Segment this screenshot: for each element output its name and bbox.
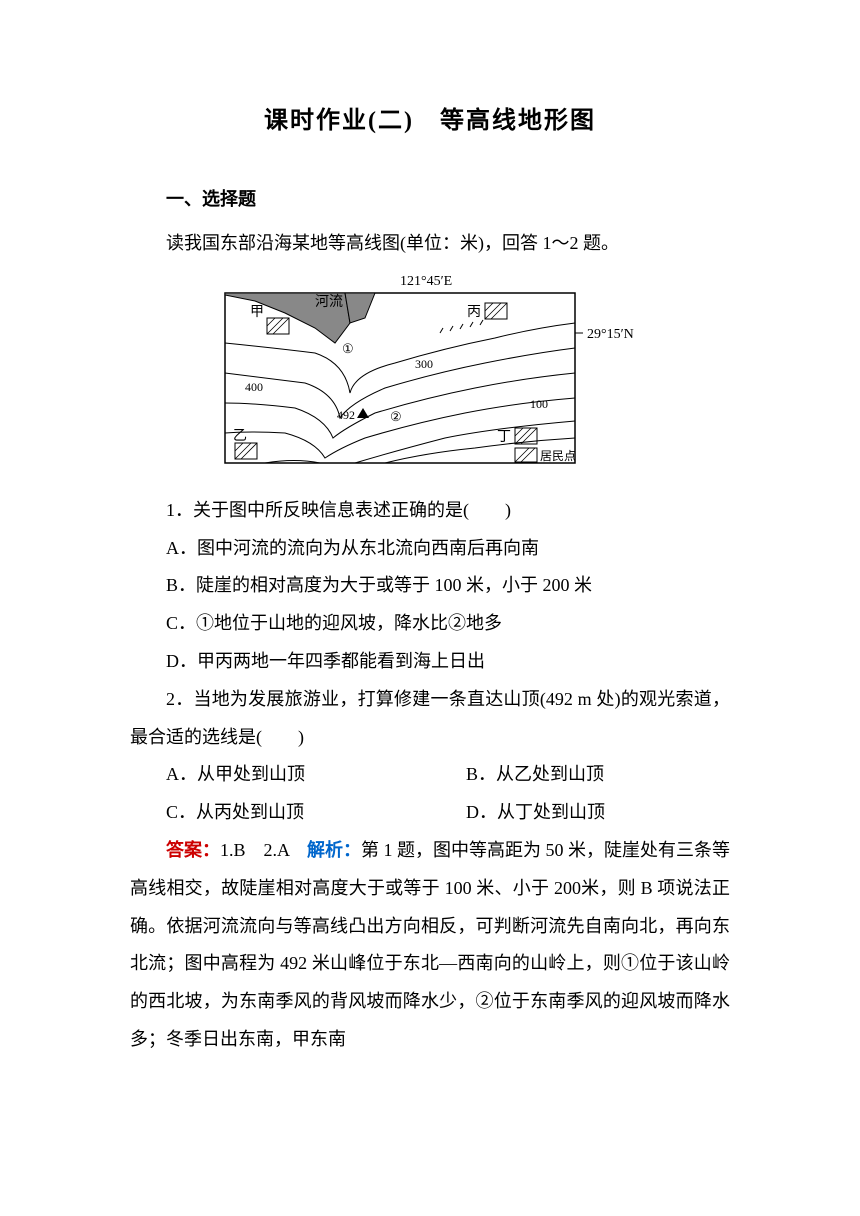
contour-400: 400 [245,380,263,394]
latitude-label: 29°15′N [587,327,634,342]
q1-opt-a: A．图中河流的流向为从东北流向西南后再向南 [130,530,730,568]
q1-opt-b: B．陡崖的相对高度为大于或等于 100 米，小于 200 米 [130,567,730,605]
contour-map-svg: 121°45′E 29°15′N 河流 甲 丙 乙 丁 492 ① ② 400 … [215,273,645,473]
contour-map-figure: 121°45′E 29°15′N 河流 甲 丙 乙 丁 492 ① ② 400 … [130,273,730,478]
answer-text: 1.B 2.A [220,840,307,860]
q2-opt-b: B．从乙处到山顶 [430,756,730,794]
answer-label: 答案： [166,840,220,860]
legend-label: 居民点 [540,449,576,463]
bing-label: 丙 [467,305,481,320]
intro-text: 读我国东部沿海某地等高线图(单位：米)，回答 1～2 题。 [130,225,730,263]
q2-stem: 2．当地为发展旅游业，打算修建一条直达山顶(492 m 处)的观光索道，最合适的… [130,681,730,757]
contour-100: 100 [530,397,548,411]
q1-opt-d: D．甲丙两地一年四季都能看到海上日出 [130,643,730,681]
legend-box [515,448,537,462]
mark2-label: ② [390,409,402,424]
q1-opt-c: C．①地位于山地的迎风坡，降水比②地多 [130,605,730,643]
analysis-label: 解析： [307,840,361,860]
settlement-yi [235,443,257,459]
jia-label: 甲 [250,305,264,320]
river-label: 河流 [315,294,343,310]
answer-block: 答案：1.B 2.A 解析：第 1 题，图中等高距为 50 米，陡崖处有三条等高… [130,832,730,1059]
q2-opt-d: D．从丁处到山顶 [430,794,730,832]
settlement-jia [267,318,289,334]
section-header: 一、选择题 [130,185,730,211]
peak-label: 492 [337,408,355,422]
yi-label: 乙 [233,428,247,444]
mark1-label: ① [342,341,354,356]
q1-stem: 1．关于图中所反映信息表述正确的是( ) [130,492,730,530]
analysis-text: 第 1 题，图中等高距为 50 米，陡崖处有三条等高线相交，故陡崖相对高度大于或… [130,840,730,1049]
page-title: 课时作业(二) 等高线地形图 [130,100,730,135]
longitude-label: 121°45′E [400,274,452,289]
q2-opt-a: A．从甲处到山顶 [130,756,430,794]
settlement-bing [485,303,507,319]
contour-300: 300 [415,357,433,371]
ding-label: 丁 [497,430,511,445]
q2-opt-c: C．从丙处到山顶 [130,794,430,832]
